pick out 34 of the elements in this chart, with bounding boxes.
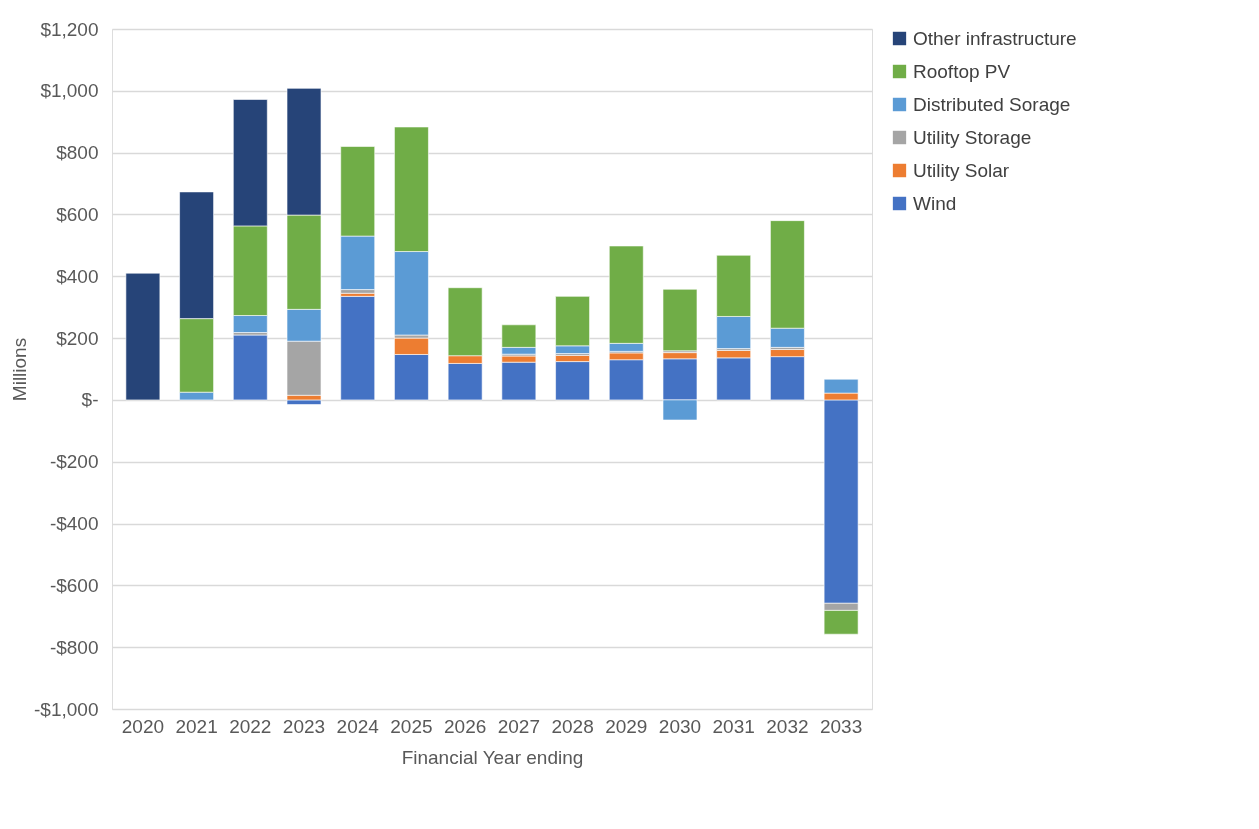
x-tick-label: 2024 xyxy=(336,715,380,737)
legend-label: Utility Storage xyxy=(913,126,1032,148)
x-tick-label: 2028 xyxy=(551,715,594,737)
y-tick-label: -$800 xyxy=(49,636,99,658)
x-tick-label: 2021 xyxy=(175,715,218,737)
y-tick-label: $1,200 xyxy=(40,18,99,40)
x-axis-title: Financial Year ending xyxy=(401,746,584,768)
x-tick-label: 2023 xyxy=(282,715,326,737)
legend-label: Wind xyxy=(913,192,957,214)
x-tick-label: 2020 xyxy=(121,715,165,737)
legend-label: Utility Solar xyxy=(913,159,1010,181)
x-tick-label: 2026 xyxy=(444,715,487,737)
x-tick-label: 2032 xyxy=(766,715,809,737)
x-tick-label: 2029 xyxy=(605,715,648,737)
y-tick-label: $1,000 xyxy=(40,80,99,102)
y-tick-label: $- xyxy=(81,389,99,411)
x-tick-label: 2033 xyxy=(819,715,863,737)
y-tick-label: $600 xyxy=(56,203,99,225)
y-tick-label: -$400 xyxy=(49,513,99,535)
x-tick-label: 2022 xyxy=(229,715,272,737)
y-tick-label: $800 xyxy=(56,142,99,164)
legend-label: Rooftop PV xyxy=(913,60,1011,82)
y-tick-label: $200 xyxy=(56,327,99,349)
x-tick-label: 2027 xyxy=(497,715,540,737)
x-tick-label: 2031 xyxy=(712,715,755,737)
y-tick-label: -$1,000 xyxy=(34,698,99,720)
x-tick-label: 2030 xyxy=(658,715,702,737)
y-axis-title: Millions xyxy=(9,337,31,402)
y-tick-label: -$600 xyxy=(49,574,99,596)
legend-label: Distributed Sorage xyxy=(913,93,1071,115)
y-tick-label: -$200 xyxy=(49,451,99,473)
y-tick-label: $400 xyxy=(56,265,99,287)
legend-label: Other infrastructure xyxy=(913,27,1077,49)
x-tick-label: 2025 xyxy=(390,715,433,737)
